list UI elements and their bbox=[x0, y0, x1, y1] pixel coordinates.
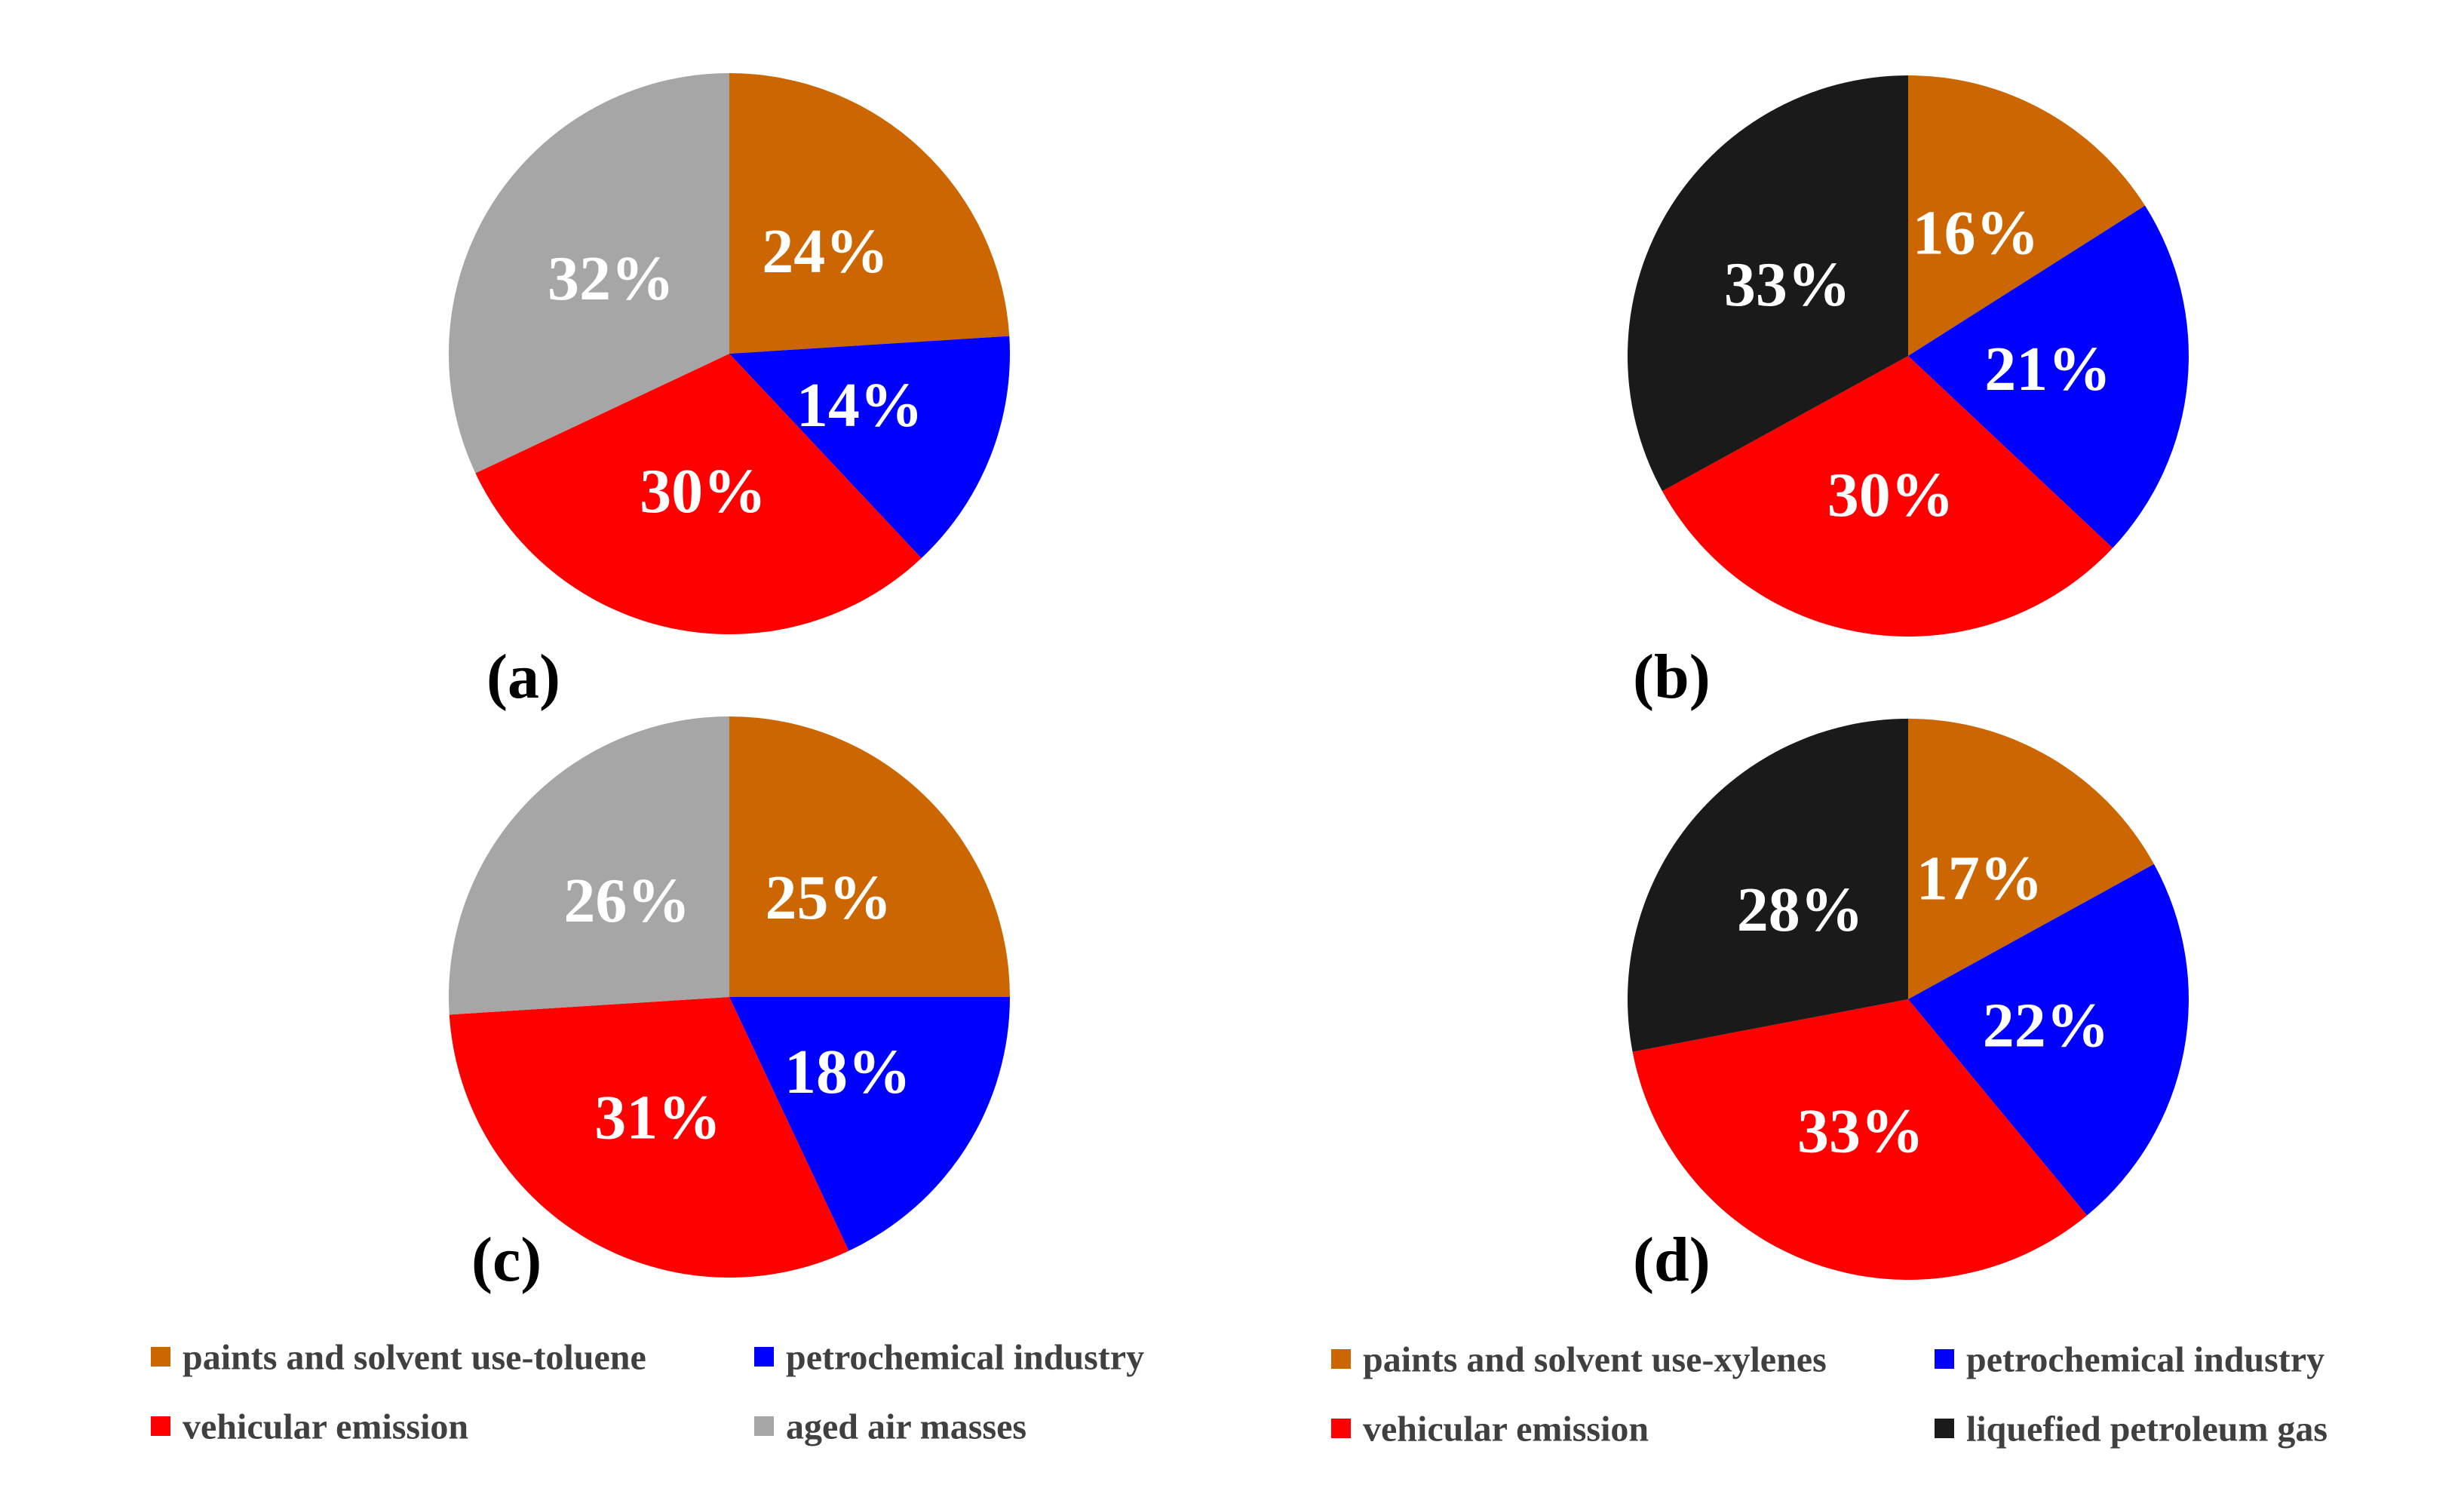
slice-value-label: 33% bbox=[1797, 1097, 1924, 1167]
legend-label: paints and solvent use-xylenes bbox=[1363, 1340, 1827, 1380]
legend-swatch bbox=[1935, 1349, 1954, 1369]
slice-value-label: 28% bbox=[1737, 875, 1864, 945]
panel-label: (c) bbox=[471, 1225, 542, 1295]
pie-slice-liquefied-petroleum-gas bbox=[1628, 719, 1908, 1052]
pie-slice-paints-and-solvent-use-toluene bbox=[729, 73, 1010, 354]
legend-swatch bbox=[1331, 1349, 1351, 1369]
slice-value-label: 25% bbox=[766, 863, 892, 933]
legend-swatch bbox=[754, 1347, 774, 1367]
pie-slice-vehicular-emission bbox=[1662, 356, 2113, 637]
legend-item-vehicular-emission: vehicular emission bbox=[1331, 1410, 1649, 1449]
legend-1: paints and solvent use-toluene petrochemi… bbox=[151, 1338, 1144, 1447]
pie-slice-petrochemical-industry bbox=[1908, 864, 2189, 1216]
slice-value-label: 30% bbox=[640, 456, 766, 526]
slice-value-label: 33% bbox=[1724, 250, 1851, 320]
slice-value-label: 22% bbox=[1983, 990, 2110, 1060]
legend-label: vehicular emission bbox=[1363, 1410, 1649, 1449]
legend-label: paints and solvent use-toluene bbox=[183, 1338, 646, 1378]
pie-slice-petrochemical-industry bbox=[729, 997, 1010, 1251]
slice-value-label: 16% bbox=[1913, 198, 2039, 268]
pie-slice-paints-and-solvent-use-toluene bbox=[729, 716, 1010, 997]
slice-value-label: 32% bbox=[548, 244, 674, 314]
pie-slice-vehicular-emission bbox=[475, 354, 922, 635]
pie-slice-aged-air-masses bbox=[448, 73, 729, 474]
legend-swatch bbox=[1935, 1419, 1954, 1438]
panel-label: (b) bbox=[1633, 642, 1711, 712]
pie-chart-1: 24% 14% 30% 32% (a) bbox=[448, 73, 1011, 712]
pie-charts: 24%14%30%32%(a)16%21%30%33%(b)25%18%31%2… bbox=[448, 73, 2189, 1295]
legend-2: paints and solvent use-xylenes petrochemi… bbox=[1331, 1340, 2327, 1449]
legend-item-liquefied-petroleum-gas: liquefied petroleum gas bbox=[1935, 1410, 2327, 1449]
panel-label: (a) bbox=[486, 642, 560, 712]
pie-slice-paints-and-solvent-use-xylenes bbox=[1908, 719, 2154, 999]
slice-value-label: 18% bbox=[784, 1037, 911, 1107]
legend-swatch bbox=[1331, 1419, 1351, 1438]
pie-chart-4: 17% 22% 33% 28% (d) bbox=[1628, 719, 2189, 1295]
legend-label: vehicular emission bbox=[183, 1407, 468, 1447]
slice-value-label: 17% bbox=[1916, 843, 2043, 913]
legend-label: petrochemical industry bbox=[1966, 1340, 2324, 1380]
slice-value-label: 30% bbox=[1827, 460, 1954, 530]
pie-slice-liquefied-petroleum-gas bbox=[1627, 75, 1908, 492]
pie-slice-vehicular-emission bbox=[1632, 999, 2088, 1280]
slice-value-label: 14% bbox=[796, 370, 923, 440]
pie-slice-aged-air-masses bbox=[448, 716, 729, 1015]
legend-item-vehicular-emission: vehicular emission bbox=[151, 1407, 468, 1447]
panel-label: (d) bbox=[1633, 1225, 1711, 1295]
legend-item-aged-air-masses: aged air masses bbox=[754, 1407, 1026, 1447]
pie-chart-3: 25% 18% 31% 26% (c) bbox=[448, 716, 1010, 1295]
slice-value-label: 24% bbox=[762, 216, 888, 287]
legend-label: petrochemical industry bbox=[786, 1338, 1144, 1378]
legend-item-paints-and-solvent-use-toluene: paints and solvent use-toluene bbox=[151, 1338, 646, 1378]
pie-slice-petrochemical-industry bbox=[1908, 205, 2189, 548]
pie-slice-paints-and-solvent-use-xylenes bbox=[1908, 75, 2146, 356]
slice-value-label: 26% bbox=[563, 866, 690, 936]
legend-swatch bbox=[151, 1347, 170, 1367]
legend-item-petrochemical-industry: petrochemical industry bbox=[754, 1338, 1144, 1378]
slice-value-label: 31% bbox=[594, 1083, 721, 1153]
pie-slice-petrochemical-industry bbox=[729, 336, 1011, 559]
pie-slice-vehicular-emission bbox=[449, 997, 849, 1278]
legend-label: liquefied petroleum gas bbox=[1966, 1410, 2327, 1449]
legend-swatch bbox=[151, 1416, 170, 1436]
legend-item-petrochemical-industry: petrochemical industry bbox=[1935, 1340, 2324, 1380]
pie-chart-2: 16% 21% 30% 33% (b) bbox=[1627, 75, 2189, 712]
legends: paints and solvent use-toluene petrochemi… bbox=[151, 1338, 2327, 1449]
legend-item-paints-and-solvent-use-xylenes: paints and solvent use-xylenes bbox=[1331, 1340, 1827, 1380]
legend-label: aged air masses bbox=[786, 1407, 1026, 1447]
slice-value-label: 21% bbox=[1984, 334, 2111, 404]
legend-swatch bbox=[754, 1416, 774, 1436]
